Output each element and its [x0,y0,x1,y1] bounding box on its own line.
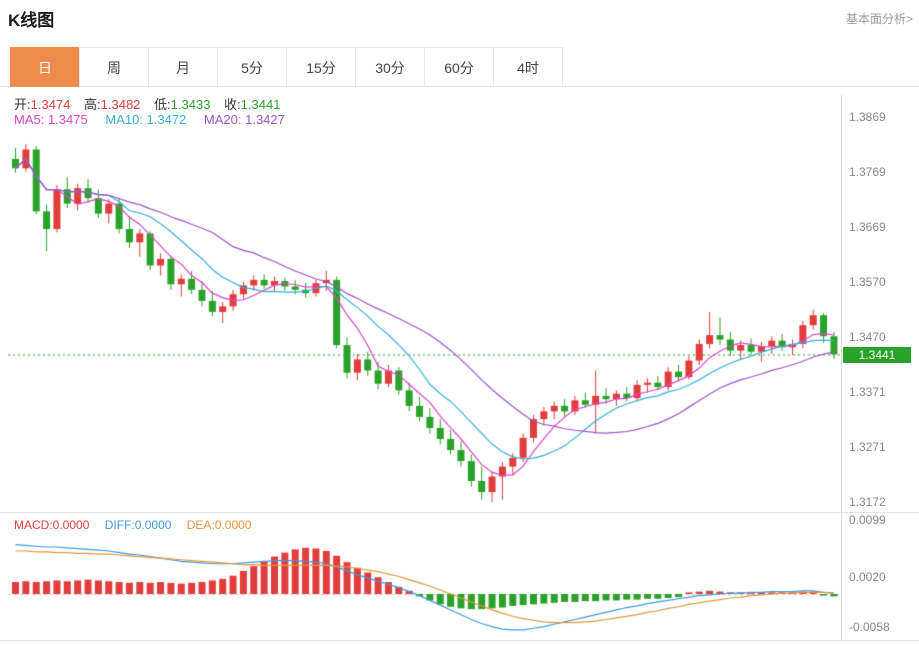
ohlc-close-label: 收: [224,97,241,112]
macd-axis-label-bottom: -0.0058 [849,620,890,634]
current-price-tag: 1.3441 [843,347,911,363]
diff-value: DIFF:0.0000 [104,518,172,532]
ohlc-open-value: 1.3474 [30,97,71,112]
ma10-legend: MA10: 1.3472 [105,112,187,127]
candlestick-chart[interactable] [8,95,841,512]
ohlc-open-label: 开: [14,97,31,112]
tab-4hour[interactable]: 4时 [493,47,563,87]
macd-chart[interactable] [8,515,841,640]
macd-value: MACD:0.0000 [14,518,90,532]
price-axis-label: 1.3669 [849,220,886,234]
tab-30min[interactable]: 30分 [355,47,425,87]
macd-axis-label-top: 0.0099 [849,513,886,527]
price-axis-line [841,95,842,640]
tab-day[interactable]: 日 [10,47,80,87]
fundamental-analysis-link[interactable]: 基本面分析> [845,12,913,26]
price-axis-label: 1.3271 [849,440,886,454]
price-axis-label: 1.3470 [849,330,886,344]
dea-value: DEA:0.0000 [186,518,252,532]
price-axis-label: 1.3869 [849,110,886,124]
macd-axis-label-mid: 0.0020 [849,570,886,584]
period-tabs: 日 周 月 5分 15分 30分 60分 4时 [10,47,563,87]
page-title: K线图 [8,11,55,30]
ma20-legend: MA20: 1.3427 [203,112,285,127]
ma5-legend: MA5: 1.3475 [14,112,88,127]
ohlc-high-label: 高: [84,97,101,112]
price-axis-label: 1.3769 [849,165,886,179]
tab-week[interactable]: 周 [79,47,149,87]
price-axis-label: 1.3371 [849,385,886,399]
tab-15min[interactable]: 15分 [286,47,356,87]
ohlc-low-label: 低: [154,97,171,112]
tab-5min[interactable]: 5分 [217,47,287,87]
ohlc-info: 开:1.3474 高:1.3482 低:1.3433 收:1.3441 [14,94,290,113]
ohlc-close-value: 1.3441 [240,97,281,112]
price-axis-label: 1.3172 [849,495,886,509]
price-axis-label: 1.3570 [849,275,886,289]
ohlc-high-value: 1.3482 [100,97,141,112]
ohlc-low-value: 1.3433 [170,97,211,112]
ma-legend: MA5: 1.3475 MA10: 1.3472 MA20: 1.3427 [14,112,299,127]
bottom-divider [0,640,919,641]
macd-legend: MACD:0.0000 DIFF:0.0000 DEA:0.0000 [14,518,263,532]
tab-60min[interactable]: 60分 [424,47,494,87]
chart-divider [0,512,919,513]
tab-month[interactable]: 月 [148,47,218,87]
